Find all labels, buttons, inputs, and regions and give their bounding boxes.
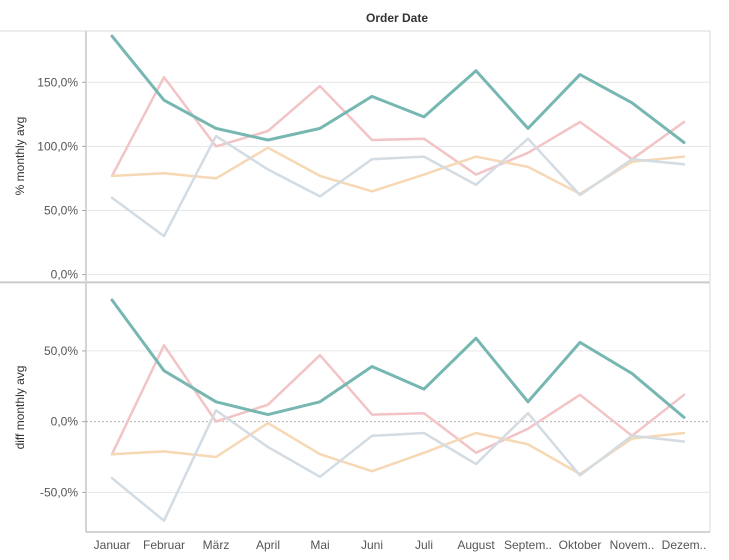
- x-tick-label: August: [457, 538, 495, 552]
- series-line-blue: [110, 134, 686, 238]
- chart-header: Order Date: [366, 11, 428, 25]
- x-tick-label: April: [256, 538, 280, 552]
- y-tick-label: 0,0%: [51, 268, 79, 282]
- series-line-pink: [110, 344, 686, 456]
- y-tick-label: 100,0%: [37, 139, 78, 153]
- x-tick-label: Mai: [310, 538, 329, 552]
- x-tick-label: Juli: [415, 538, 433, 552]
- x-axis: Januar Februar März April Mai Juni Juli August S…: [0, 281, 710, 552]
- series-line-teal: [110, 34, 686, 144]
- y-axis-title: % monthly avg: [13, 117, 27, 196]
- y-axis-title: diff monthly avg: [13, 366, 27, 450]
- series-line-blue: [110, 409, 686, 522]
- y-tick-label: 50,0%: [44, 203, 78, 217]
- x-tick-label: Oktober: [559, 538, 602, 552]
- x-tick-label: Dezem..: [662, 538, 707, 552]
- y-tick-label: -50,0%: [40, 485, 78, 499]
- panel-2: -50,0% 0,0% 50,0% diff monthly avg: [0, 282, 711, 532]
- series-line-teal: [110, 298, 686, 419]
- x-tick-label: März: [203, 538, 230, 552]
- x-tick-label: Septem..: [504, 538, 552, 552]
- x-tick-label: Novem..: [610, 538, 655, 552]
- panel-1: 0,0% 50,0% 100,0% 150,0% % monthly avg: [0, 30, 711, 282]
- x-tick-label: Februar: [143, 538, 185, 552]
- x-tick-label: Juni: [361, 538, 383, 552]
- y-tick-label: 150,0%: [37, 75, 78, 89]
- y-tick-label: 0,0%: [51, 415, 79, 429]
- series-line-pink: [110, 75, 686, 178]
- y-tick-label: 50,0%: [44, 344, 78, 358]
- x-tick-label: Januar: [94, 538, 131, 552]
- chart-panels: 0,0% 50,0% 100,0% 150,0% % monthly avg -50,0%…: [0, 30, 711, 532]
